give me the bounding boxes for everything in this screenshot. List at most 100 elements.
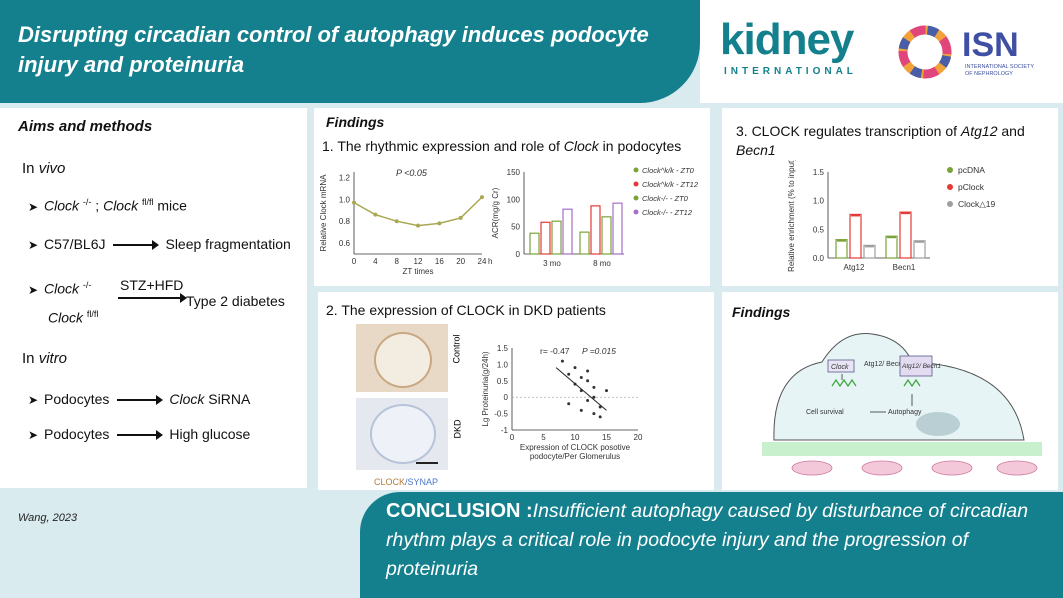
data-point (437, 221, 442, 226)
scatter-point (567, 402, 571, 406)
y-tick-label: 1.0 (497, 360, 509, 369)
acr-bar (579, 231, 590, 255)
scatter-point (586, 379, 590, 383)
enrichment-bar (835, 239, 848, 259)
bar-cap (901, 212, 910, 215)
logo-subtext: INTERNATIONAL (724, 66, 857, 77)
data-point (373, 212, 378, 217)
p-value-label: P <0.05 (396, 168, 428, 178)
x-tick-label: 20 (456, 257, 465, 266)
y-tick-label: 0.5 (813, 225, 825, 234)
bar-cap (851, 214, 860, 217)
legend-label: Clock-/- - ZT0 (642, 194, 689, 203)
scatter-point (592, 395, 596, 399)
scatter-point (586, 398, 590, 402)
x-tick-label: 5 (541, 433, 546, 442)
acr-bar (551, 220, 562, 255)
data-point (394, 219, 399, 224)
enrichment-bar (913, 240, 926, 259)
x-tick-label: 0 (352, 257, 357, 266)
data-point (416, 223, 420, 228)
x-tick-label: 0 (510, 433, 515, 442)
atg-box-label: Atg12/ Becn1 (901, 363, 941, 370)
enrichment-bar (885, 235, 898, 259)
y-tick-label: 0.8 (339, 217, 351, 226)
group-label: Becn1 (893, 263, 916, 272)
scatter-point (605, 389, 608, 393)
y-axis-label: ACR(mg/g Cr) (491, 187, 500, 238)
finding-2-subtitle: 2. The expression of CLOCK in DKD patien… (326, 302, 606, 318)
arrow-icon (117, 430, 164, 441)
y-axis-label: Lg Proteinuria(g/24h) (481, 351, 490, 426)
scatter-point (598, 415, 602, 419)
arrow-icon (118, 297, 182, 299)
enrichment-bar (849, 213, 862, 259)
y-tick-label: 1.0 (339, 195, 351, 204)
acr-bar (612, 202, 623, 255)
control-label: Control (451, 334, 462, 364)
y-tick-label: 0 (504, 393, 509, 402)
x-unit-label: h (488, 257, 492, 266)
arrow-head-icon (180, 293, 187, 303)
scatter-point (592, 412, 596, 416)
legend-marker (633, 167, 639, 173)
aims-methods-panel: Aims and methods In vivo ➤ Clock -/- ; Cl… (0, 108, 307, 488)
control-histology-image (356, 324, 448, 392)
acr-bar (529, 232, 540, 255)
bar-cap (837, 239, 846, 242)
findings-heading: Findings (326, 114, 385, 130)
y-tick-label: 0.5 (497, 377, 509, 386)
x-tick-label: 12 (414, 257, 423, 266)
method-row-5: ➤ Podocytes High glucose (28, 426, 251, 442)
acr-bar (540, 221, 551, 255)
method-row-4: ➤ Podocytes Clock SiRNA (28, 391, 251, 407)
scatter-point (592, 385, 596, 389)
arrow-icon (117, 395, 164, 406)
author-citation: Wang, 2023 (18, 512, 78, 524)
y-axis-label: Relative enrichment (% to input) (787, 160, 796, 272)
data-point (480, 195, 484, 200)
acr-bar (601, 216, 612, 255)
title-banner (0, 0, 700, 103)
rhythm-line (353, 196, 483, 227)
group-label: 8 mo (593, 259, 611, 268)
scatter-point (598, 405, 602, 409)
conclusion-text: CONCLUSION :Insufficient autophagy cause… (386, 500, 1029, 580)
logo-area: kidney INTERNATIONAL ISN INTERNATIONAL S… (700, 0, 1063, 103)
y-axis-label: Relative Clock mRNA (319, 174, 328, 252)
findings-heading: Findings (732, 304, 791, 320)
kidney-international-logo: kidney (720, 15, 854, 64)
y-tick-label: -1 (501, 426, 509, 435)
isn-logo-icon (898, 25, 952, 79)
isn-subtext-1: INTERNATIONAL SOCIETY (965, 64, 1035, 70)
stz-hfd-label: STZ+HFD (120, 277, 184, 293)
data-point (352, 200, 356, 205)
group-label: 3 mo (543, 259, 561, 268)
bar-cap (915, 240, 924, 243)
cell-survival-label: Cell survival (806, 409, 844, 416)
y-tick-label: 0.0 (813, 254, 825, 263)
x-tick-label: 10 (571, 433, 580, 442)
atg-label: Atg12/ Becn1 (864, 361, 906, 368)
y-tick-label: 100 (507, 195, 521, 204)
method-row-2: ➤ C57/BL6J Sleep fragmentation (28, 236, 291, 252)
legend-label: pcDNA (958, 165, 985, 175)
finding-1-subtitle: 1. The rhythmic expression and role of C… (322, 138, 682, 154)
finding-1-charts: 1.21.00.80.60 4 8 12 16 20 24 hZT timesRelative… (319, 166, 699, 276)
legend-label: pClock (958, 182, 985, 192)
findings-panel-2: 2. The expression of CLOCK in DKD patien… (318, 292, 714, 490)
x-tick-label: 20 (634, 433, 643, 442)
isn-subtext-2: OF NEPHROLOGY (965, 71, 1013, 77)
scatter-point (579, 376, 583, 380)
bar-cap (865, 245, 874, 248)
stain-label: CLOCK/SYNAP (374, 477, 439, 487)
x-tick-label: 16 (435, 257, 444, 266)
x-tick-label: 24 (478, 257, 487, 266)
regression-line (555, 367, 607, 411)
findings-panel-1: Findings 1. The rhythmic expression and … (314, 108, 710, 286)
x-tick-label: 4 (373, 257, 378, 266)
autophagy-label: Autophagy (888, 409, 922, 416)
legend-marker (947, 167, 953, 173)
conclusion-box (360, 492, 1063, 598)
